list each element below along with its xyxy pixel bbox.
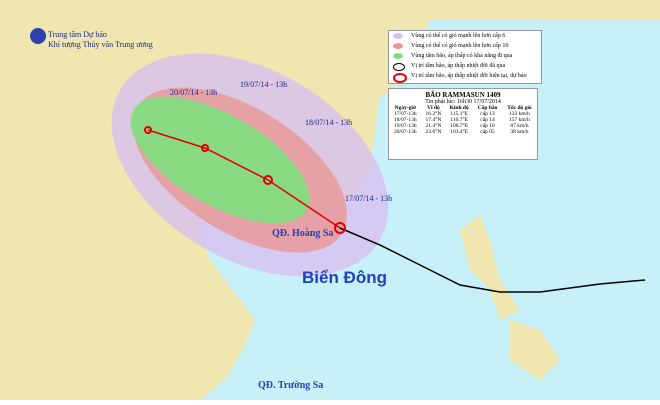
center-cone xyxy=(130,96,310,224)
label-truong-sa: QĐ. Trường Sa xyxy=(258,380,324,391)
legend-item: Vùng có thể có gió mạnh lên hơn cấp 10 xyxy=(389,41,541,51)
legend: Vùng có thể có gió mạnh lên hơn cấp 6 Vù… xyxy=(388,30,542,84)
agency-line2: Khí tượng Thủy văn Trung ương xyxy=(48,40,153,49)
table-row: 18/07-13h 17.4°N 110.7°E cấp 14 157 km/h xyxy=(394,117,530,123)
legend-item: Vùng có thể có gió mạnh lên hơn cấp 6 xyxy=(389,31,541,41)
time-label-17: 17/07/14 - 13h xyxy=(345,194,393,203)
land-philippines xyxy=(460,215,560,380)
time-label-20: 20/07/14 - 13h xyxy=(170,88,218,97)
forecast-track xyxy=(147,129,341,229)
time-label-19: 19/07/14 - 13h xyxy=(240,80,288,89)
legend-item: Vùng tâm bão, áp thấp có khả năng đi qua xyxy=(389,51,541,61)
legend-item: Vị trí tâm bão, áp thấp nhiệt đới hiện t… xyxy=(389,71,541,83)
legend-item: Vị trí tâm bão, áp thấp nhiệt đới đã qua xyxy=(389,61,541,71)
storm-info-box: BÃO RAMMASUN 1409 Tin phát lúc: 16h30 17… xyxy=(388,88,538,160)
label-bien-dong: Biển Đông xyxy=(302,268,387,287)
table-row: 19/07-13h 21.4°N 106.7°E cấp 10 87 km/h xyxy=(394,123,529,129)
storm-title: BÃO RAMMASUN 1409 xyxy=(425,91,501,99)
past-track xyxy=(339,227,646,293)
agency-logo xyxy=(30,28,46,44)
issue-time: Tin phát lúc: 16h30 17/07/2014 xyxy=(425,99,501,105)
time-label-18: 18/07/14 - 13h xyxy=(305,118,353,127)
table-row: 17/07-13h 16.2°N 115.1°E cấp 13 133 km/h xyxy=(394,111,530,117)
table-row: 20/07-13h 23.6°N 103.4°E cấp 05 38 km/h xyxy=(394,129,529,135)
label-hoang-sa: QĐ. Hoàng Sa xyxy=(272,228,334,239)
agency-line1: Trung tâm Dự báo xyxy=(48,30,107,39)
forecast-table: Ngày-giờ Vĩ độ Kinh độ Cấp bão Tốc độ gió 17… xyxy=(389,105,537,135)
